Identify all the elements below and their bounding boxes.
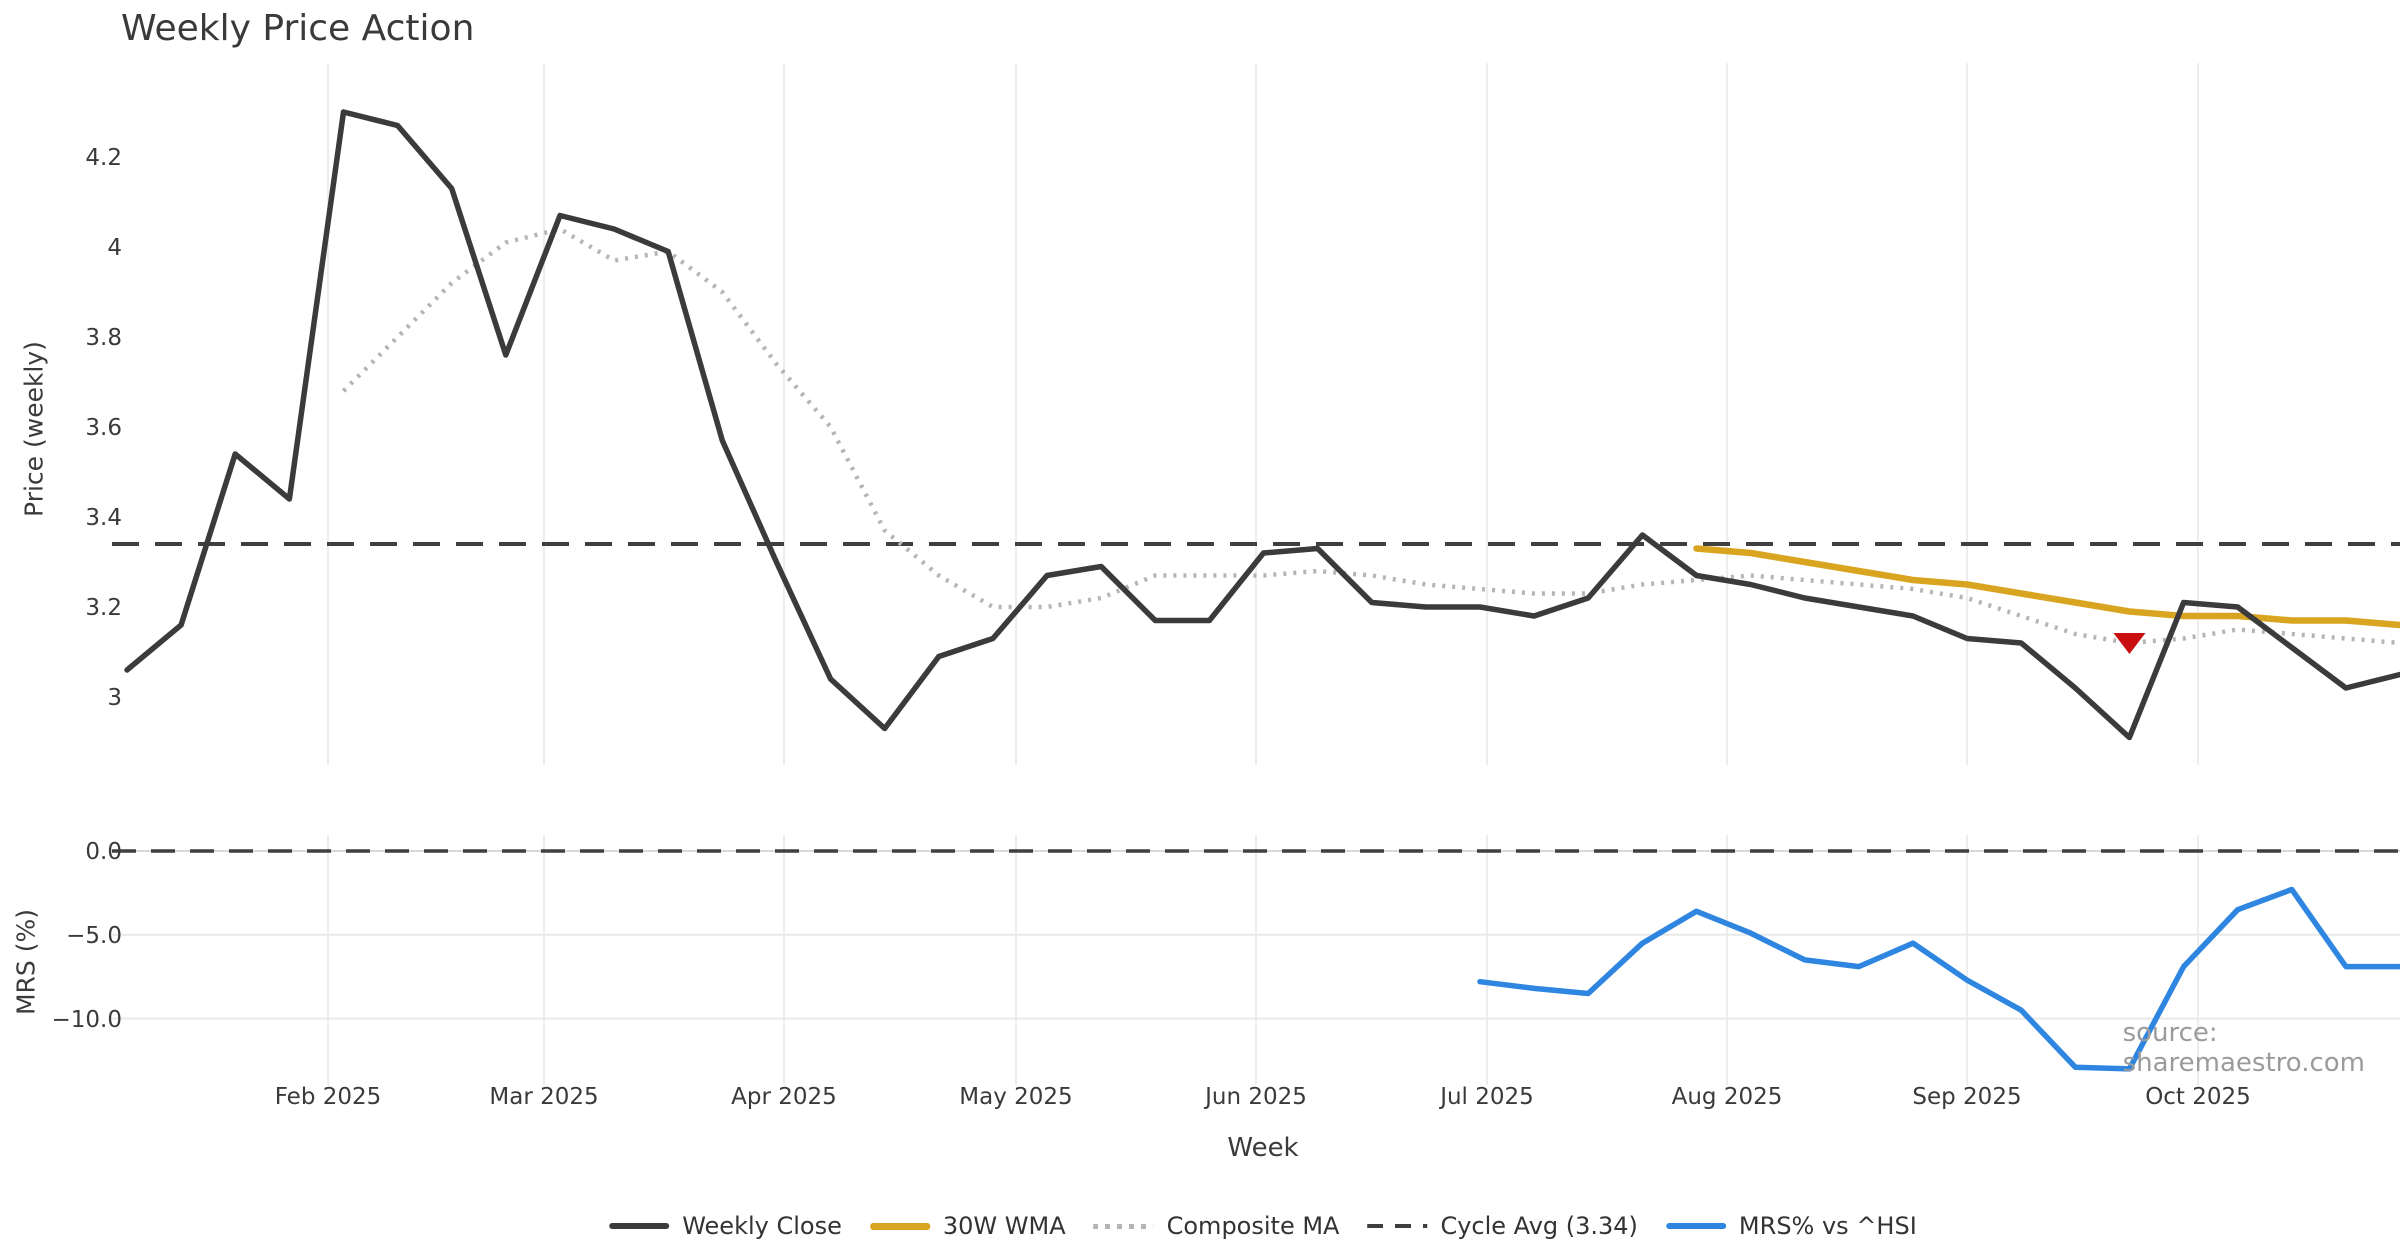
mrs-ytick-0: 0.0 — [85, 839, 122, 865]
source-note: source: sharemaestro.com — [2122, 1018, 2366, 1078]
xtick-5: Jul 2025 — [1438, 1084, 1534, 1110]
price-ytick-6: 3 — [107, 685, 122, 711]
price-ytick-0: 4.2 — [85, 145, 122, 171]
price-axis-label: Price (weekly) — [19, 341, 49, 517]
week-axis-label: Week — [1227, 1133, 1299, 1163]
mrs-ytick-2: −10.0 — [52, 1007, 122, 1033]
legend-label-weekly-close: Weekly Close — [682, 1212, 842, 1240]
xtick-6: Aug 2025 — [1672, 1084, 1783, 1110]
xtick-0: Feb 2025 — [275, 1084, 382, 1110]
legend-item-weekly-close: Weekly Close — [609, 1212, 842, 1240]
signal-triangle-down-marker-0 — [2113, 633, 2146, 654]
weekly-close-line — [124, 109, 2400, 741]
cycle-avg-dashed-swatch-icon — [1367, 1224, 1428, 1228]
mrs-ytick-1: −5.0 — [66, 923, 122, 949]
legend-item-cycle-avg: Cycle Avg (3.34) — [1367, 1212, 1638, 1240]
legend-label-composite-ma: Composite MA — [1166, 1212, 1340, 1240]
xtick-2: Apr 2025 — [731, 1084, 837, 1110]
legend-label-30w-wma: 30W WMA — [942, 1212, 1066, 1240]
legend-item-mrs: MRS% vs ^HSI — [1665, 1212, 1917, 1240]
xtick-3: May 2025 — [959, 1084, 1072, 1110]
legend-label-cycle-avg: Cycle Avg (3.34) — [1440, 1212, 1638, 1240]
chart-title: Weekly Price Action — [121, 8, 475, 49]
xtick-1: Mar 2025 — [489, 1084, 598, 1110]
xtick-7: Sep 2025 — [1912, 1084, 2021, 1110]
weekly-close-line-swatch-icon — [609, 1223, 670, 1229]
mrs-line — [1477, 886, 2400, 1072]
legend: Weekly Close 30W WMA Composite MA Cycle … — [609, 1212, 1917, 1240]
xtick-8: Oct 2025 — [2145, 1084, 2251, 1110]
composite-ma-dotted-swatch-icon — [1093, 1223, 1154, 1229]
price-ytick-1: 4 — [107, 235, 122, 261]
composite-ma-line — [341, 226, 2400, 646]
wma-30w-line — [1693, 545, 2400, 629]
mrs-axis-label: MRS (%) — [11, 908, 41, 1016]
price-ytick-2: 3.8 — [85, 325, 122, 351]
legend-item-composite-ma: Composite MA — [1093, 1212, 1340, 1240]
price-ytick-5: 3.2 — [85, 595, 122, 621]
xtick-4: Jun 2025 — [1203, 1084, 1307, 1110]
price-ytick-4: 3.4 — [85, 505, 122, 531]
wma-line-swatch-icon — [869, 1222, 930, 1230]
mrs-line-swatch-icon — [1665, 1223, 1726, 1229]
price-ytick-3: 3.6 — [85, 415, 122, 441]
legend-label-mrs: MRS% vs ^HSI — [1738, 1212, 1917, 1240]
legend-item-30w-wma: 30W WMA — [869, 1212, 1066, 1240]
